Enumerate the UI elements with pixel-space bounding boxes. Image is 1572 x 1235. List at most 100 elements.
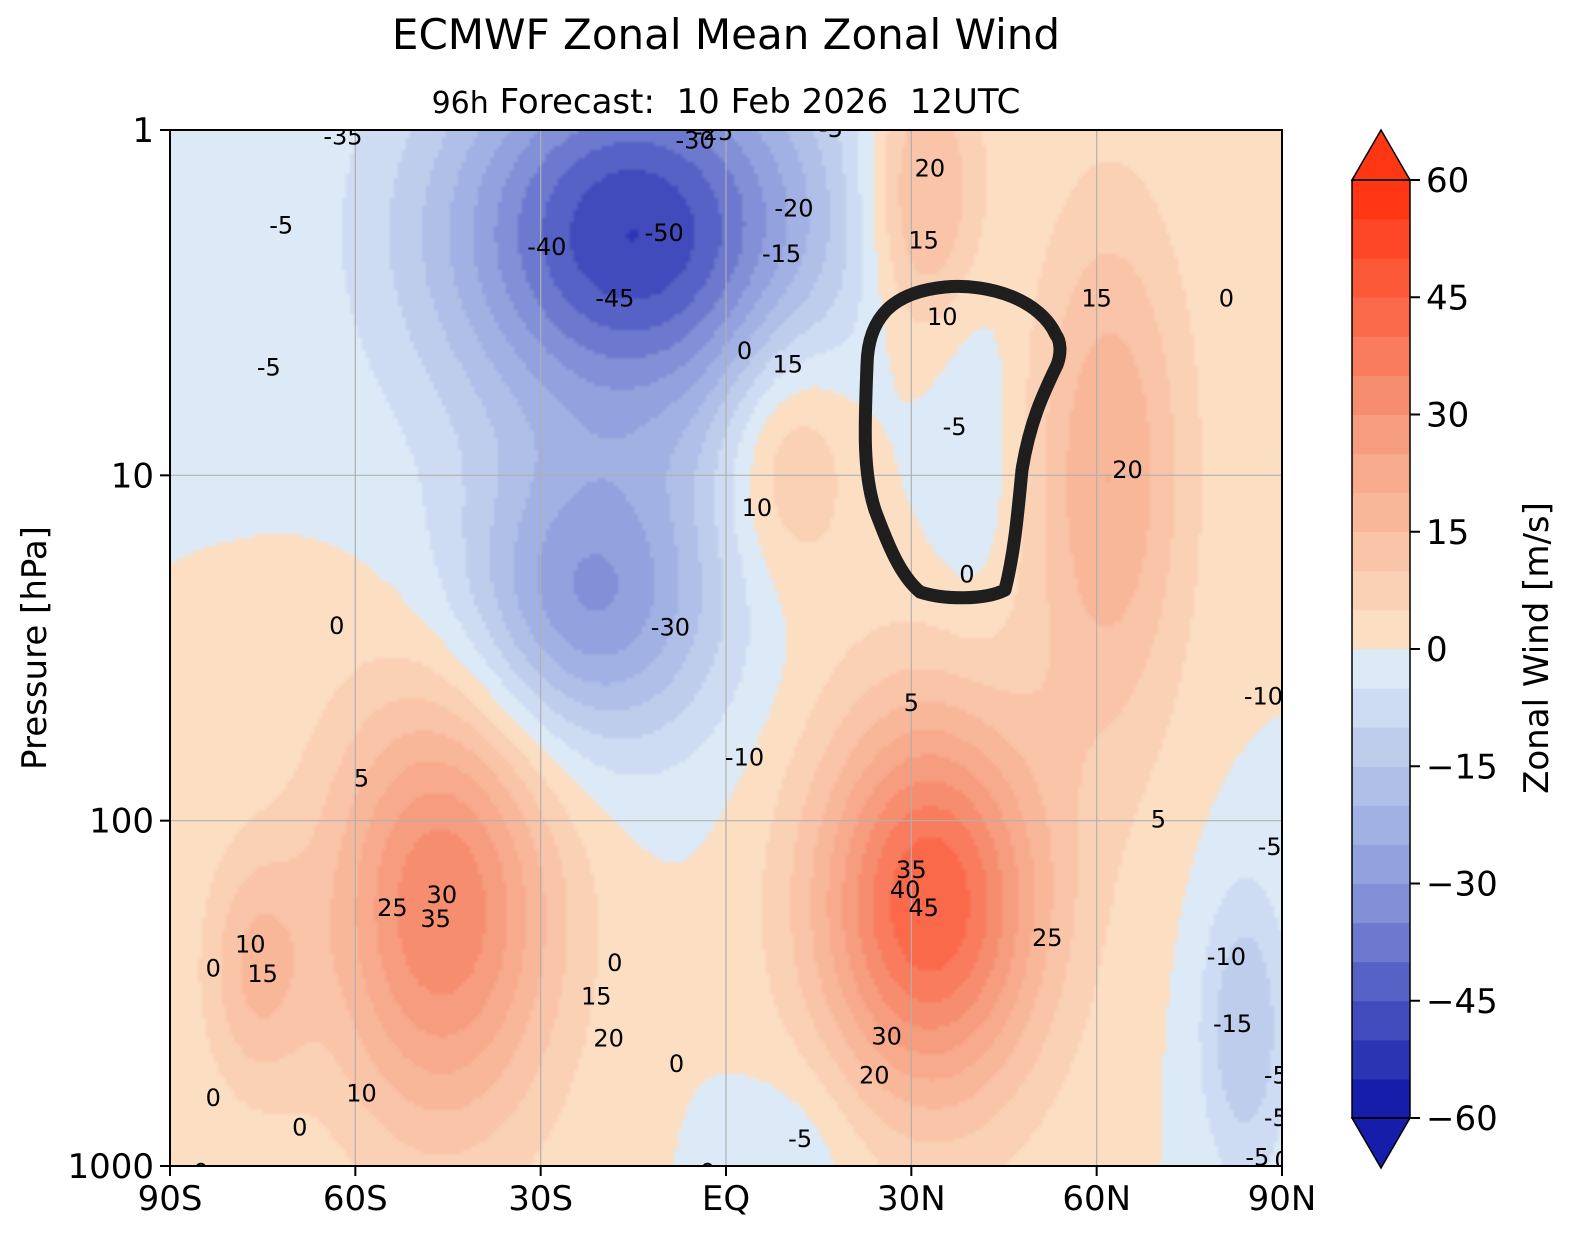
x-tick-label: 90S	[138, 1179, 203, 1219]
grid-lines	[169, 129, 1283, 1167]
contour-label: 15	[581, 982, 612, 1010]
colorbar-segment	[1352, 219, 1410, 259]
contour-label: -5	[788, 1125, 812, 1153]
forecast-date: Forecast: 10 Feb 2026 12UTC	[488, 82, 1021, 122]
colorbar-segment	[1352, 805, 1410, 845]
colorbar-tick-label: −45	[1426, 982, 1498, 1022]
contour-label: 30	[427, 881, 458, 909]
colorbar-segment	[1352, 883, 1410, 924]
colorbar-frame	[1351, 179, 1411, 1119]
contour-label: 15	[1081, 285, 1112, 313]
x-tick-label: 90N	[1248, 1179, 1317, 1219]
chart-title: ECMWF Zonal Mean Zonal Wind	[391, 10, 1061, 59]
contour-label: 0	[669, 1050, 684, 1078]
contour-label: -10	[725, 743, 764, 771]
contour-labels: -35 -30-25-5-20-50-40 -15-45-50 15-5100-300…	[193, 118, 1289, 1174]
y-tick-label: 1000	[67, 1147, 154, 1187]
colorbar-tick-label: −30	[1426, 865, 1498, 905]
contour-label: 5	[354, 765, 369, 793]
colorbar-tick-label: 0	[1426, 630, 1448, 670]
contour-label: -30	[676, 127, 715, 155]
contour-label: 5	[904, 689, 919, 717]
colorbar-segment	[1352, 180, 1410, 220]
contour-label: 25	[1032, 924, 1063, 952]
contour-label: 20	[1112, 456, 1143, 484]
colorbar-segment	[1352, 1000, 1410, 1041]
contour-label: 0	[1274, 1146, 1289, 1174]
y-tick-label: 1	[132, 111, 154, 151]
colorbar-label: Zonal Wind [m/s]	[1517, 502, 1557, 794]
contour-label: 25	[377, 894, 408, 922]
contour-label: 10	[346, 1079, 377, 1107]
y-tick-label: 100	[89, 802, 154, 842]
contour-label: 15	[247, 960, 278, 988]
x-tick-label: 60S	[323, 1179, 388, 1219]
contour-label: 20	[915, 154, 946, 182]
colorbar-segment	[1352, 453, 1410, 494]
colorbar-segment	[1352, 922, 1410, 963]
contour-label: -45	[595, 285, 634, 313]
colorbar-segment	[1352, 375, 1410, 415]
contour-label: 30	[871, 1023, 902, 1051]
contour-label: -15	[1213, 1010, 1252, 1038]
contour-label: -5	[257, 353, 281, 381]
colorbar-segment	[1352, 258, 1410, 298]
colorbar-segment	[1352, 766, 1410, 806]
contour-label: 20	[859, 1061, 890, 1089]
contour-label: 5	[1151, 806, 1166, 834]
colorbar-segment	[1352, 1039, 1410, 1080]
contour-label: 35	[420, 905, 451, 933]
contour-label: -10	[1244, 683, 1283, 711]
colorbar-tick-label: 15	[1426, 513, 1469, 553]
contour-label: -5	[943, 413, 967, 441]
contour-label: -15	[762, 240, 801, 268]
colorbar-segment	[1352, 297, 1410, 337]
y-tick-label: 10	[111, 456, 154, 496]
contour-label: 40	[890, 876, 921, 904]
contour-label: -25	[694, 118, 733, 146]
hand-drawn-annotation-loop	[858, 279, 1067, 605]
colorbar-segment	[1352, 1078, 1410, 1119]
x-axis: 90S 60S 30S EQ 30N 60N 90N	[138, 1166, 1317, 1219]
contour-label: 20	[593, 1024, 624, 1052]
contour-label: -5	[1264, 1104, 1288, 1132]
colorbar-segment	[1352, 727, 1410, 767]
contour-label: 0	[737, 337, 752, 365]
colorbar-segment	[1352, 336, 1410, 376]
colorbar-tick-label: 30	[1426, 396, 1469, 436]
contour-label: 10	[927, 303, 958, 331]
contour-label: 0	[206, 955, 221, 983]
contour-label: 45	[908, 894, 939, 922]
contour-label: 15	[773, 350, 804, 378]
contour-label: 0	[1219, 285, 1234, 313]
colorbar-tick-label: −15	[1426, 747, 1498, 787]
contour-label: -40	[527, 233, 566, 261]
contour-label: 15	[908, 226, 939, 254]
contour-label: -10	[1207, 943, 1246, 971]
colorbar-segment	[1352, 609, 1410, 650]
contour-label: 0	[292, 1114, 307, 1142]
x-tick-label: 30N	[877, 1179, 946, 1219]
x-tick-label: 60N	[1062, 1179, 1131, 1219]
colorbar-segment	[1352, 844, 1410, 884]
colorbar-tick-label: 45	[1426, 278, 1469, 318]
colorbar-extend-min	[1350, 1117, 1412, 1170]
contour-label: 10	[742, 494, 773, 522]
y-axis: 1 10 100 1000	[67, 111, 170, 1187]
x-tick-label: 30S	[508, 1179, 573, 1219]
contour-label: 0	[607, 949, 622, 977]
colorbar-segment	[1352, 414, 1410, 455]
chart-subtitle: 96h Forecast: 10 Feb 2026 12UTC	[170, 82, 1282, 122]
contour-label: -20	[774, 195, 813, 223]
contour-label: -5	[1264, 1061, 1288, 1089]
contour-label: -30	[651, 614, 690, 642]
colorbar: 60 45 30 15 0 −15 −30 −45 −60	[1350, 128, 1498, 1170]
x-tick-label: EQ	[702, 1179, 750, 1219]
wind-field-image	[170, 130, 1282, 1166]
colorbar-segment	[1352, 688, 1410, 728]
y-axis-label: Pressure [hPa]	[15, 526, 55, 770]
contour-label: -5	[1258, 833, 1282, 861]
colorbar-segment	[1352, 492, 1410, 533]
plot-frame	[169, 129, 1283, 1167]
